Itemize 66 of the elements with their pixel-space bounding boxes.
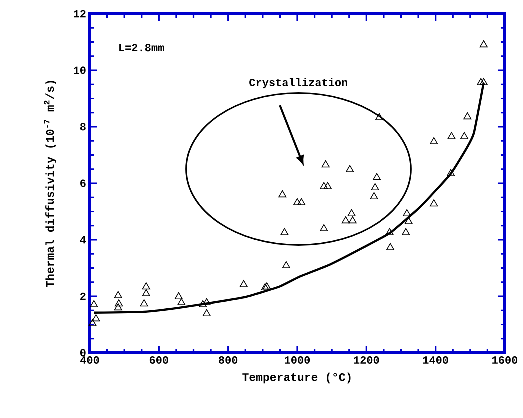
point xyxy=(90,300,98,308)
y-tick-label: 12 xyxy=(74,10,86,18)
annotation: L=2.8mm xyxy=(120,44,164,52)
x-tick-label: 1000 xyxy=(285,356,310,364)
y-tick-label: 8 xyxy=(80,123,86,131)
x-tick-label: 400 xyxy=(80,356,100,364)
point xyxy=(174,292,183,300)
point xyxy=(348,216,357,224)
point xyxy=(140,300,148,307)
point xyxy=(261,283,270,291)
x-tick-label: 1200 xyxy=(354,356,380,364)
point xyxy=(142,282,150,290)
point xyxy=(320,182,328,190)
y-tick-label: 2 xyxy=(80,292,86,300)
point xyxy=(346,165,354,172)
point xyxy=(480,40,488,48)
point xyxy=(386,243,395,250)
point xyxy=(430,200,438,207)
point xyxy=(88,319,97,326)
x-tick-label: 1600 xyxy=(492,356,518,364)
point xyxy=(320,224,328,232)
point xyxy=(403,209,412,217)
point xyxy=(178,298,186,306)
y-tick-label: 0 xyxy=(80,349,86,357)
point xyxy=(202,298,211,306)
point xyxy=(477,78,486,86)
point xyxy=(142,289,150,296)
point xyxy=(342,216,350,224)
x-tick-label: 600 xyxy=(150,356,168,364)
point xyxy=(240,280,248,288)
point xyxy=(114,303,122,311)
point xyxy=(402,228,410,236)
point xyxy=(460,132,469,140)
y-tick-label: 10 xyxy=(74,66,86,74)
point xyxy=(115,300,124,307)
annotation: Crystallization xyxy=(250,78,348,89)
point xyxy=(293,198,302,206)
x-axis-title: Temperature (°C) xyxy=(242,372,351,384)
point xyxy=(370,192,378,200)
point xyxy=(375,113,384,120)
y-tick-label: 4 xyxy=(80,236,86,244)
point xyxy=(464,112,472,120)
point xyxy=(448,132,456,140)
x-tick-label: 800 xyxy=(219,356,238,364)
point xyxy=(348,209,356,217)
point xyxy=(114,291,122,298)
point xyxy=(263,282,272,290)
point xyxy=(282,261,290,268)
point xyxy=(298,198,306,206)
point xyxy=(386,228,394,236)
point xyxy=(92,314,100,322)
point xyxy=(278,190,287,198)
point xyxy=(430,137,438,144)
point xyxy=(373,173,382,180)
point xyxy=(404,217,413,224)
point xyxy=(371,183,380,191)
point xyxy=(280,228,289,236)
point xyxy=(199,300,208,308)
point xyxy=(480,78,488,86)
point xyxy=(324,182,332,190)
point xyxy=(322,160,330,168)
x-tick-label: 1400 xyxy=(423,356,448,364)
point xyxy=(447,169,456,176)
y-tick-label: 6 xyxy=(80,180,86,188)
point xyxy=(202,309,211,316)
y-axis-title: Thermal diffusivity (10$^{-7}$ m$^{2}$/s) xyxy=(44,81,56,288)
